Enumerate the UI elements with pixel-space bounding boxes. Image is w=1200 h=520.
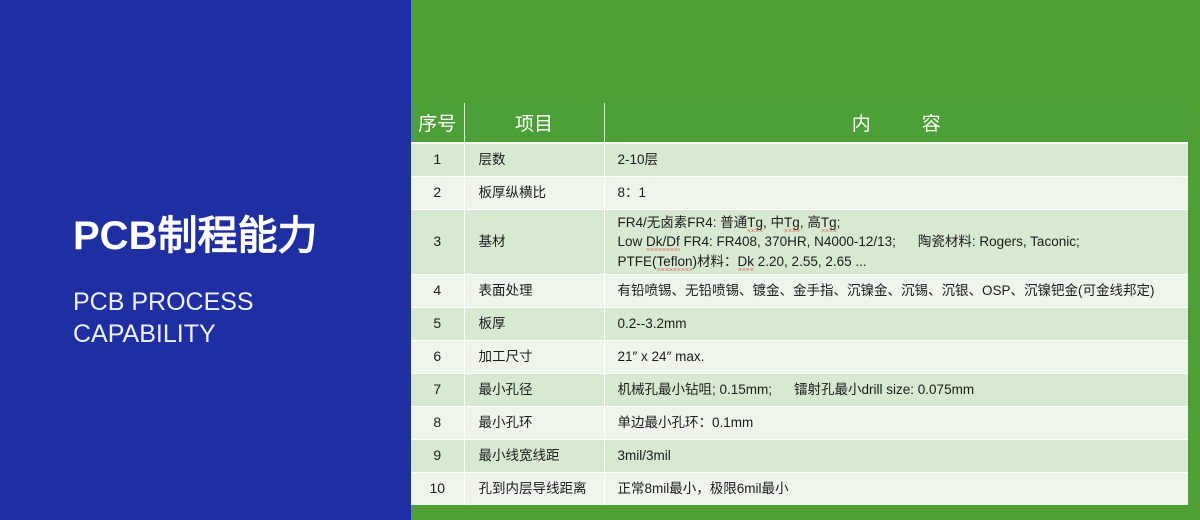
cell-no: 4	[411, 274, 465, 308]
pcb-capability-table: 序号 项目 内 容 1 层数 2-10层 2 板厚纵横比 8：1 3	[411, 103, 1188, 505]
cell-content: 8：1	[604, 176, 1188, 210]
page-title-chinese: PCB制程能力	[73, 214, 318, 258]
cell-item: 最小孔径	[464, 373, 605, 407]
text: 2.20, 2.55, 2.65 ...	[754, 253, 867, 269]
table-head: 序号 项目 内 容	[411, 103, 1188, 143]
table-row: 1 层数 2-10层	[411, 143, 1188, 177]
text: ;	[836, 215, 841, 231]
cell-content: 2-10层	[604, 143, 1188, 177]
cell-content: FR4/无卤素FR4: 普通Tg, 中Tg, 高Tg; Low Dk/Df FR…	[604, 209, 1188, 275]
table-row: 8 最小孔环 单边最小孔环：0.1mm	[411, 406, 1188, 440]
substrate-line-2: Low Dk/Df FR4: FR408, 370HR, N4000-12/13…	[617, 234, 1080, 250]
text-tg: Tg	[747, 215, 764, 231]
spec-table-container: 序号 项目 内 容 1 层数 2-10层 2 板厚纵横比 8：1 3	[411, 103, 1200, 505]
cell-no: 6	[411, 340, 465, 374]
cell-item: 加工尺寸	[464, 340, 605, 374]
text: , 高	[799, 215, 821, 231]
cell-content: 正常8mil最小，极限6mil最小	[617, 481, 789, 497]
text-teflon: Teflon	[656, 253, 693, 269]
substrate-line-3: PTFE(Teflon)材料：Dk 2.20, 2.55, 2.65 ...	[617, 253, 867, 271]
table-row: 5 板厚 0.2--3.2mm	[411, 307, 1188, 341]
cell-content: 0.2--3.2mm	[604, 307, 1188, 341]
text: PTFE(	[617, 253, 657, 269]
cell-no: 7	[411, 373, 465, 407]
cell-content: 有铅喷锡、无铅喷锡、镀金、金手指、沉镍金、沉锡、沉银、OSP、沉镍钯金(可金线邦…	[604, 274, 1188, 308]
table-row: 9 最小线宽线距 3mil/3mil	[411, 439, 1188, 473]
table-body: 1 层数 2-10层 2 板厚纵横比 8：1 3 基材 FR4/无卤素FR4: …	[411, 143, 1188, 505]
text-tg: Tg	[784, 215, 800, 231]
table-row: 6 加工尺寸 21″ x 24″ max.	[411, 340, 1188, 374]
cell-item: 板厚	[464, 307, 605, 341]
left-blue-panel: PCB制程能力 PCB PROCESS CAPABILITY	[0, 0, 411, 520]
cell-item: 表面处理	[464, 274, 605, 308]
text-dk: Dk	[737, 253, 755, 269]
cell-content: 机械孔最小钻咀; 0.15mm; 镭射孔最小drill size: 0.075mm	[604, 373, 1188, 407]
cell-item: 孔到内层导线距离	[464, 472, 605, 505]
text: FR4/无卤素FR4: 普通	[617, 215, 748, 231]
text-tg: Tg	[820, 215, 837, 231]
table-row: 4 表面处理 有铅喷锡、无铅喷锡、镀金、金手指、沉镍金、沉锡、沉银、OSP、沉镍…	[411, 274, 1188, 308]
cell-content: 单边最小孔环：0.1mm	[604, 406, 1188, 440]
table-row: 10 孔到内层导线距离 正常8mil最小，极限6mil最小	[411, 472, 1188, 505]
table-row: 2 板厚纵横比 8：1	[411, 176, 1188, 210]
table-row: 3 基材 FR4/无卤素FR4: 普通Tg, 中Tg, 高Tg; Low Dk/…	[411, 209, 1188, 275]
table-row: 7 最小孔径 机械孔最小钻咀; 0.15mm; 镭射孔最小drill size: …	[411, 373, 1188, 407]
cell-item: 板厚纵横比	[464, 176, 605, 210]
text: Low	[617, 234, 647, 250]
cell-item: 最小孔环	[464, 406, 605, 440]
text: 机械孔最小钻咀; 0.15mm;	[617, 382, 773, 398]
cell-no: 10	[411, 472, 465, 505]
text-dkdf: Dk/Df	[646, 234, 680, 250]
text: , 中	[763, 215, 785, 231]
text: 镭射孔最小drill size: 0.075mm	[794, 382, 975, 398]
text: )材料：	[692, 253, 738, 269]
text: FR4: FR408, 370HR, N4000-12/13;	[679, 234, 896, 250]
cell-content: 3mil/3mil	[604, 439, 1188, 473]
cell-no: 5	[411, 307, 465, 341]
table-header-row: 序号 项目 内 容	[411, 103, 1188, 143]
cell-item: 层数	[464, 143, 605, 177]
text: 陶瓷材料: Rogers, Taconic;	[917, 234, 1080, 250]
column-header-item: 项目	[464, 103, 605, 143]
cell-no: 1	[411, 143, 465, 177]
column-header-content: 内 容	[851, 114, 957, 135]
substrate-line-1: FR4/无卤素FR4: 普通Tg, 中Tg, 高Tg;	[617, 215, 841, 232]
column-header-no: 序号	[411, 103, 465, 143]
cell-no: 2	[411, 176, 465, 210]
cell-item: 基材	[464, 209, 605, 275]
cell-no: 8	[411, 406, 465, 440]
cell-item: 最小线宽线距	[464, 439, 605, 473]
page-title-english: PCB PROCESS CAPABILITY	[73, 288, 254, 348]
cell-no: 3	[411, 209, 465, 275]
cell-content: 21″ x 24″ max.	[604, 340, 1188, 374]
cell-no: 9	[411, 439, 465, 473]
